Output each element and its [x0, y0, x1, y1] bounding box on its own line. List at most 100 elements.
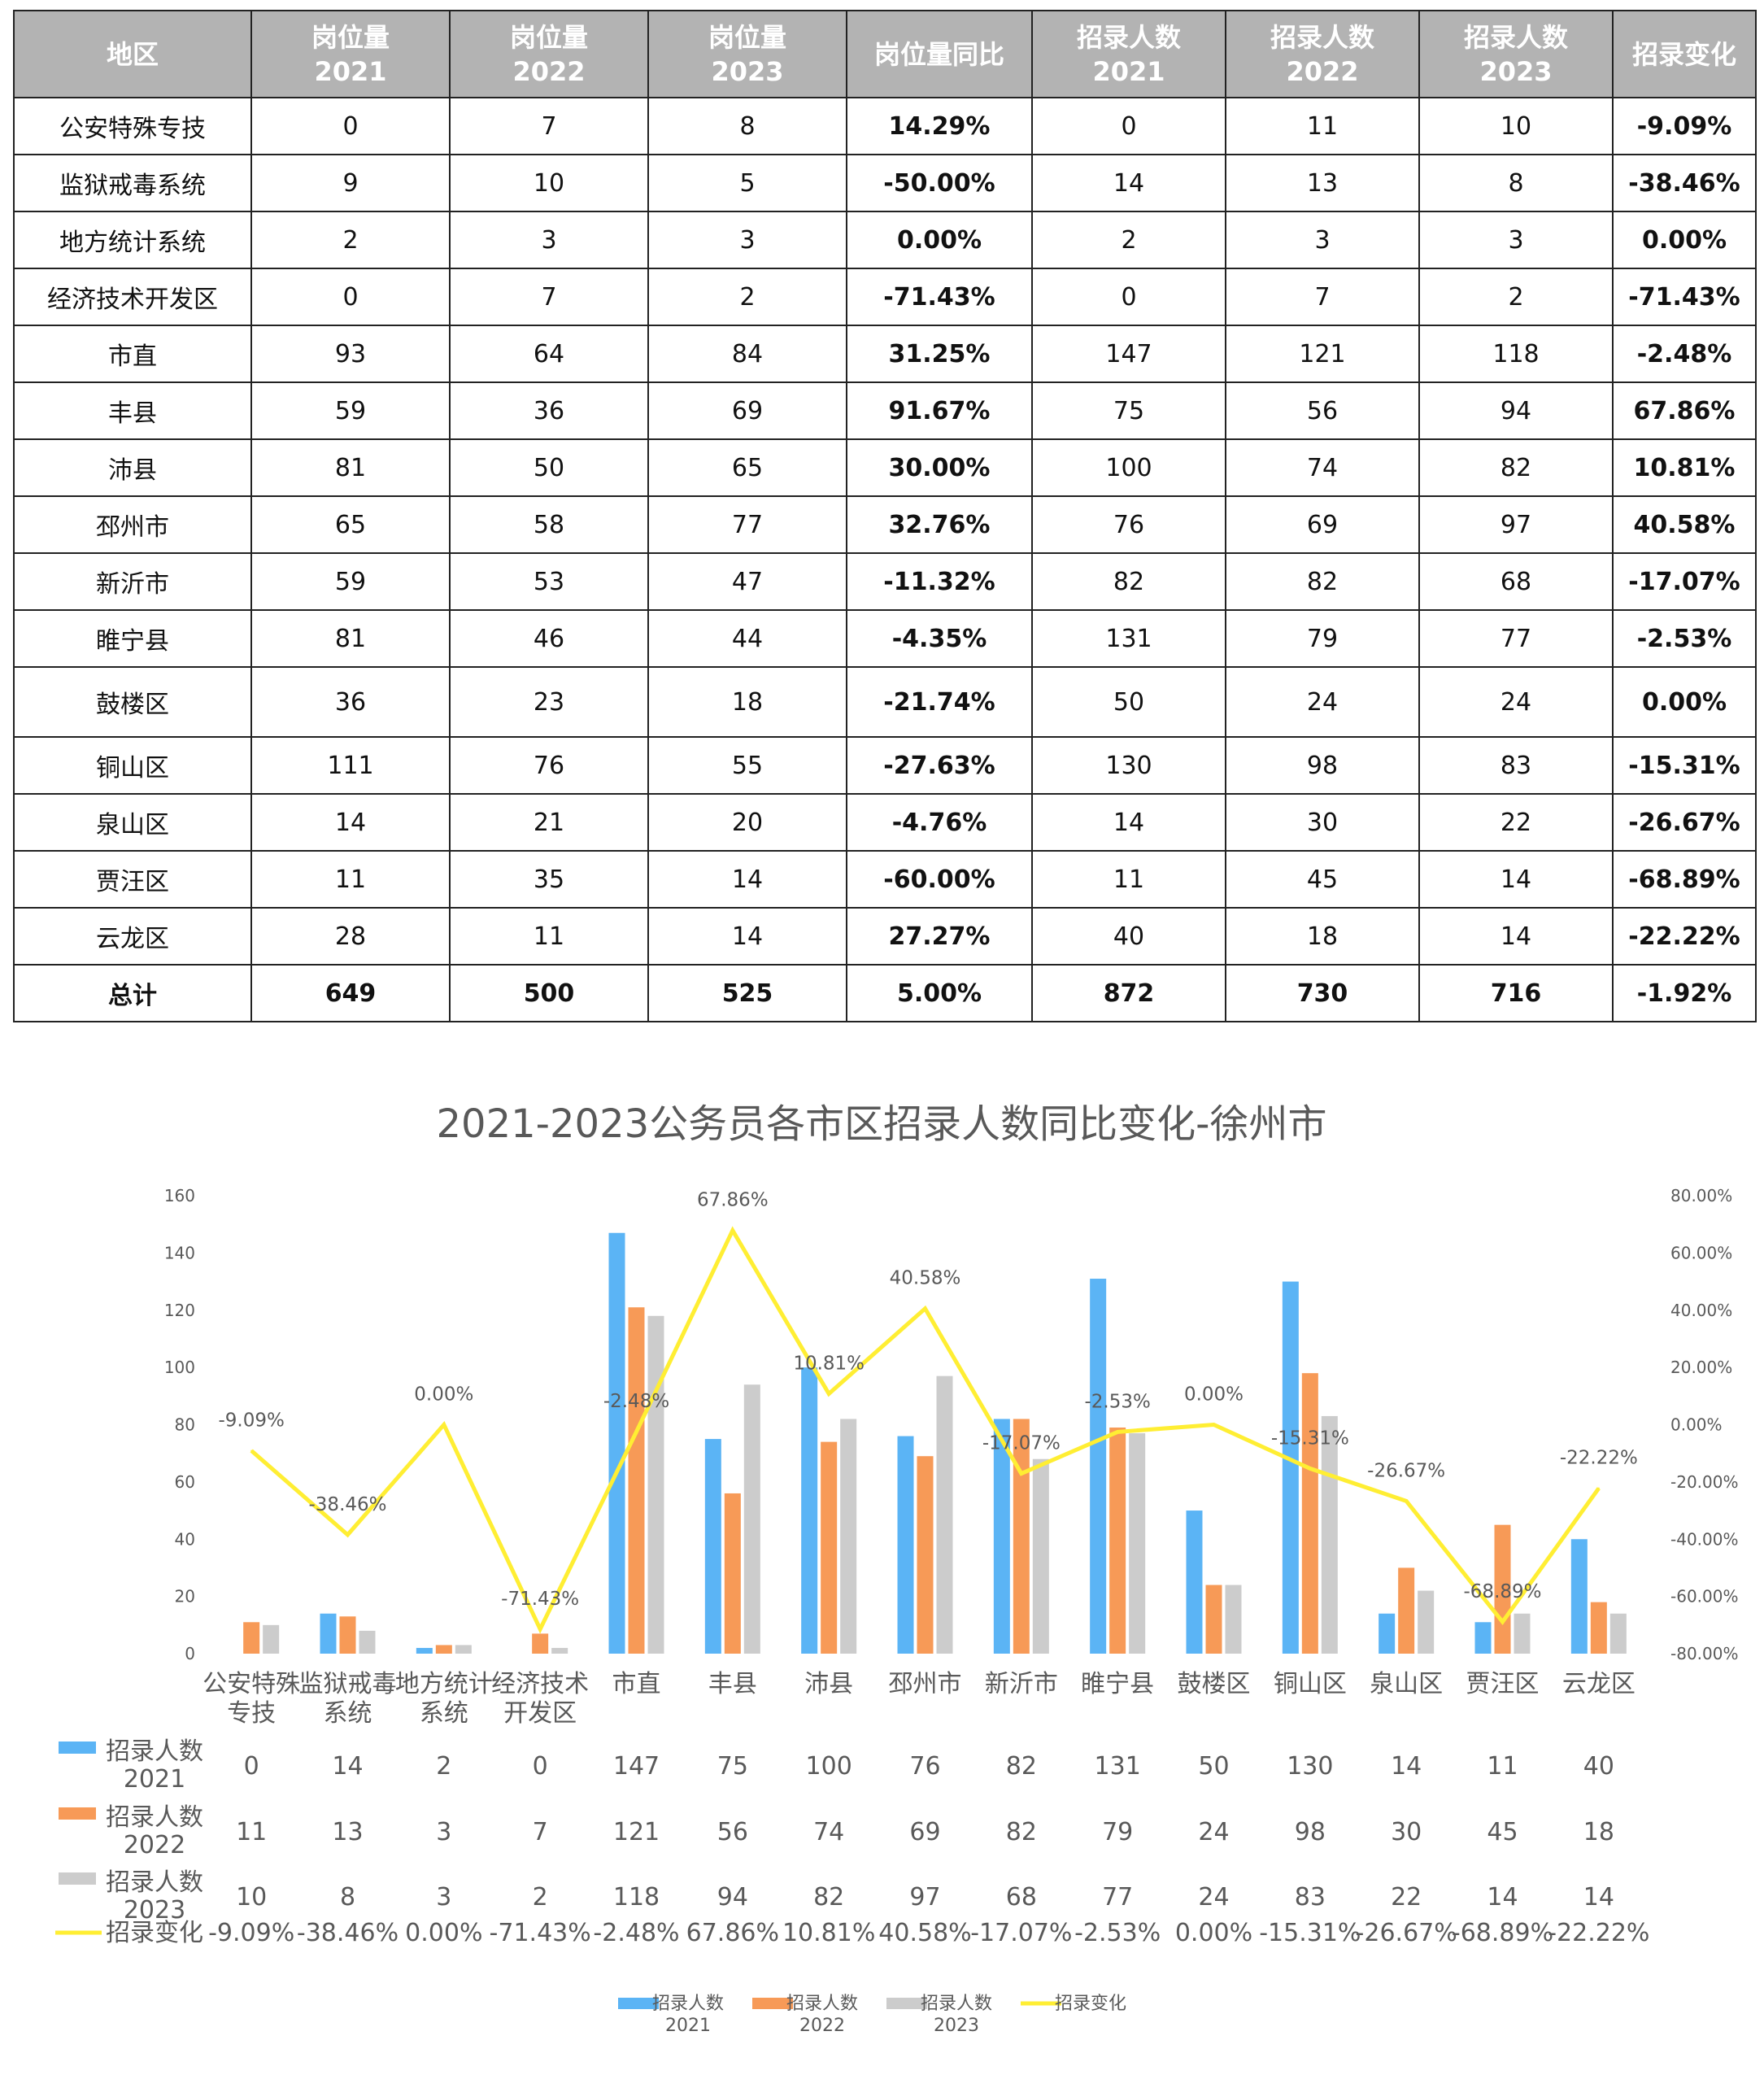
table-cell: 0 — [250, 268, 451, 326]
table-value: 98 — [1295, 1818, 1326, 1846]
table-value: 40 — [1583, 1752, 1614, 1781]
table-cell: 77 — [1418, 609, 1614, 668]
table-value: 0 — [533, 1752, 548, 1781]
bar-2 — [435, 1645, 452, 1654]
table-cell: 2 — [647, 268, 847, 326]
chart-container: 2021-2023公务员各市区招录人数同比变化-徐州市 0 20 40 60 80 100… — [0, 1066, 1764, 2072]
table-row: 睢宁县 81 46 44 -4.35% 131 79 77 -2.53% — [13, 609, 1757, 668]
right-axis-tick-label: 20.00% — [1670, 1358, 1732, 1377]
bar-3 — [1321, 1415, 1338, 1654]
bar-3 — [743, 1384, 760, 1654]
table-header-row: 地区 岗位量 2021 岗位量 2022 岗位量 2023 岗位量同比 招录人数 2021 招录人数… — [13, 10, 1757, 98]
table-cell: 沛县 — [13, 438, 252, 497]
bar-2 — [1590, 1602, 1607, 1654]
bar-1 — [1570, 1539, 1588, 1654]
table-cell: 3 — [1225, 211, 1420, 269]
line-data-label: -9.09% — [218, 1410, 284, 1431]
table-cell: -71.43% — [846, 268, 1033, 326]
bar-1 — [416, 1647, 433, 1654]
category-label: 新沂市 — [985, 1670, 1058, 1698]
line-point — [442, 1423, 445, 1426]
table-cell: 98 — [1225, 736, 1420, 795]
table-cell: 84 — [647, 325, 847, 383]
table-legend-key — [59, 1742, 96, 1754]
table-value: 83 — [1295, 1883, 1326, 1912]
legend-label: 招录人数 2021 — [652, 1994, 724, 2036]
table-cell: 14.29% — [846, 97, 1033, 155]
table-value: 74 — [813, 1818, 844, 1846]
table-cell: 111 — [250, 736, 451, 795]
table-series-label: 招录人数 2022 — [106, 1803, 203, 1859]
line-point — [346, 1533, 349, 1536]
bar-1 — [704, 1439, 721, 1654]
right-axis: -80.00% -60.00% -40.00% -20.00% 0.00% 20.00% 4… — [1670, 1186, 1738, 1663]
table-row: 铜山区 111 76 55 -27.63% 130 98 83 -15.31% — [13, 736, 1757, 795]
table-value: 22 — [1391, 1883, 1422, 1912]
table-cell: 邳州市 — [13, 495, 252, 554]
table-value: 11 — [236, 1818, 267, 1846]
line-point — [1309, 1467, 1311, 1470]
table-cell: 81 — [250, 609, 451, 668]
table-value: 0 — [244, 1752, 259, 1781]
table-cell: 46 — [449, 609, 649, 668]
bar-2 — [724, 1493, 741, 1654]
table-cell: 7 — [1225, 268, 1420, 326]
table-cell: 45 — [1225, 850, 1420, 909]
table-cell: 8 — [647, 97, 847, 155]
table-cell: 0 — [250, 97, 451, 155]
category-label: 邳州市 — [889, 1670, 962, 1698]
table-cell: 铜山区 — [13, 736, 252, 795]
bar-3 — [1418, 1590, 1435, 1654]
line-data-label: -71.43% — [501, 1589, 579, 1610]
table-body: 公安特殊专技 0 7 8 14.29% 0 11 10 -9.09% 监狱戒毒系统 9 10 5 -50.… — [13, 97, 1757, 1022]
table-cell: 13 — [1225, 154, 1420, 212]
table-value: 0.00% — [1175, 1919, 1252, 1947]
table-cell: 2 — [250, 211, 451, 269]
bar-1 — [1282, 1281, 1299, 1654]
table-value: -26.67% — [1356, 1919, 1457, 1947]
legend: 招录人数 2021 招录人数 2022 招录人数 2023 招录变化 — [618, 1994, 1126, 2036]
table-cell: 59 — [250, 552, 451, 611]
left-axis-tick-label: 60 — [175, 1472, 195, 1492]
category-label: 丰县 — [708, 1670, 757, 1698]
table-row: 市直 93 64 84 31.25% 147 121 118 -2.48% — [13, 325, 1757, 383]
table-cell: 32.76% — [846, 495, 1033, 554]
table-cell: 14 — [1031, 793, 1226, 852]
table-value: 69 — [909, 1818, 940, 1846]
table-value: 14 — [332, 1752, 363, 1781]
data-table-container: 地区 岗位量 2021 岗位量 2022 岗位量 2023 岗位量同比 招录人数 2021 招录人数… — [13, 10, 1757, 1022]
table-value: 18 — [1583, 1818, 1614, 1846]
bar-2 — [1301, 1373, 1318, 1654]
line-point — [828, 1393, 830, 1395]
table-cell: 525 — [647, 964, 847, 1022]
table-cell: -11.32% — [846, 552, 1033, 611]
bar-2 — [1109, 1428, 1126, 1654]
table-cell: 93 — [250, 325, 451, 383]
table-cell: 81 — [250, 438, 451, 497]
legend-label: 招录变化 — [1055, 1994, 1126, 2014]
line-data-label: 40.58% — [890, 1268, 961, 1289]
legend-key — [618, 1998, 659, 2009]
table-cell: -2.53% — [1612, 609, 1757, 668]
left-axis-tick-label: 120 — [164, 1301, 195, 1320]
line-point — [1405, 1500, 1408, 1502]
table-cell: 3 — [1418, 211, 1614, 269]
table-cell: 91.67% — [846, 381, 1033, 440]
table-cell: 59 — [250, 381, 451, 440]
bar-3 — [1032, 1458, 1049, 1654]
table-cell: 77 — [647, 495, 847, 554]
table-cell: 82 — [1418, 438, 1614, 497]
right-axis-tick-label: -40.00% — [1670, 1529, 1738, 1549]
table-cell: 睢宁县 — [13, 609, 252, 668]
table-cell: -21.74% — [846, 666, 1033, 738]
right-axis-tick-label: 60.00% — [1670, 1243, 1732, 1262]
category-label: 云龙区 — [1562, 1670, 1636, 1698]
bar-1 — [801, 1367, 818, 1654]
table-cell: 130 — [1031, 736, 1226, 795]
table-cell: 公安特殊专技 — [13, 97, 252, 155]
left-axis-tick-label: 140 — [164, 1243, 195, 1262]
table-value: 121 — [613, 1818, 660, 1846]
right-axis-tick-label: 80.00% — [1670, 1186, 1732, 1205]
table-value: 14 — [1391, 1752, 1422, 1781]
table-cell: 市直 — [13, 325, 252, 383]
